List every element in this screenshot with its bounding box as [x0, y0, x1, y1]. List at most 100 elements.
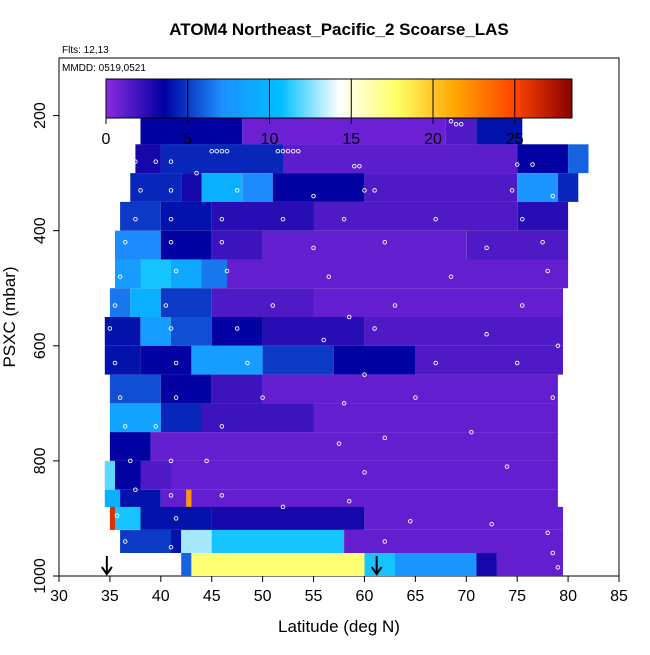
heatmap-cell	[130, 173, 182, 202]
observation-point	[520, 303, 525, 308]
heatmap-cell	[364, 553, 395, 576]
chart-title: ATOM4 Northeast_Pacific_2 Scoarse_LAS	[169, 20, 509, 39]
heatmap-cell	[109, 403, 161, 433]
heatmap-cell	[160, 403, 202, 433]
heatmap-cell	[181, 173, 202, 202]
heatmap-cell	[160, 201, 212, 231]
colorbar-tick-label: 5	[183, 131, 192, 148]
observation-point	[352, 163, 357, 169]
heatmap-cell	[140, 460, 171, 490]
heatmap-cell	[186, 489, 192, 507]
heatmap-cell	[344, 530, 563, 553]
observation-point	[138, 188, 143, 193]
x-tick-label: 40	[152, 588, 170, 605]
heatmap-cell	[171, 530, 182, 553]
observation-point	[280, 148, 286, 154]
heatmap-cell	[135, 144, 161, 174]
x-tick-label: 70	[457, 588, 475, 605]
observation-point	[224, 268, 230, 274]
observation-point	[168, 216, 174, 222]
observation-point	[372, 188, 377, 193]
y-tick-label: 1000	[32, 558, 49, 594]
heatmap-cell	[395, 553, 477, 576]
arrow-head	[370, 566, 383, 576]
observation-point	[520, 216, 525, 222]
observation-point	[290, 148, 296, 154]
observation-point	[413, 395, 418, 400]
heatmap-cell	[109, 432, 151, 461]
heatmap-cell	[517, 144, 569, 174]
observation-point	[448, 119, 454, 124]
x-tick-label: 30	[50, 588, 68, 605]
y-tick-label: 200	[32, 102, 49, 129]
heatmap-cell	[262, 374, 558, 404]
heatmap-cell	[364, 506, 563, 530]
heatmap-cell	[466, 230, 569, 260]
observation-point	[122, 239, 128, 245]
heatmap-cell	[109, 506, 115, 530]
heatmap-cell	[201, 173, 243, 202]
heatmap-cell	[568, 144, 589, 174]
observation-point	[550, 193, 556, 199]
observation-point	[433, 360, 438, 366]
heatmap-cell	[313, 201, 518, 231]
heatmap-cell	[171, 460, 558, 490]
observation-point	[392, 303, 398, 308]
heatmap-cell	[262, 345, 334, 375]
heatmap-cell	[415, 345, 563, 375]
observation-point	[219, 493, 225, 498]
y-tick-label: 400	[32, 217, 49, 244]
observation-point	[321, 337, 326, 343]
heatmap-cell	[201, 259, 227, 289]
x-tick-label: 80	[559, 588, 577, 605]
observation-point	[168, 458, 174, 464]
x-axis-ticks: 30 35 40 45 50 55 60 65 70 75 80 85	[50, 576, 628, 605]
observation-point	[489, 521, 494, 527]
heatmap-cell	[160, 489, 187, 507]
heatmap-cell	[115, 230, 161, 260]
heatmap-cell	[211, 317, 263, 346]
observation-point	[194, 170, 199, 176]
heatmap-cell	[115, 506, 141, 530]
observation-point	[173, 395, 179, 400]
y-tick-label: 600	[32, 332, 49, 359]
heatmap-cell	[171, 259, 202, 289]
heatmap-cell	[227, 259, 569, 289]
observation-point	[484, 245, 489, 251]
observation-point	[362, 470, 367, 475]
observation-point	[280, 504, 286, 510]
observation-point	[346, 314, 352, 320]
heatmap-cell	[262, 317, 365, 346]
observation-point	[168, 544, 174, 550]
observation-point	[168, 493, 174, 498]
observation-point	[469, 429, 474, 435]
observation-point	[114, 513, 120, 518]
heatmap-cell	[211, 374, 263, 404]
heatmap-layer	[104, 104, 589, 576]
heatmap-cell	[364, 317, 563, 346]
observation-point	[285, 148, 291, 154]
heatmap-cell	[109, 288, 131, 317]
observation-point	[168, 326, 174, 331]
observation-point	[122, 424, 128, 429]
heatmap-cell	[160, 230, 212, 260]
observation-point	[209, 148, 214, 154]
observation-point	[433, 216, 438, 222]
heatmap-cell	[140, 259, 171, 289]
observation-point	[168, 239, 174, 245]
x-tick-label: 45	[203, 588, 221, 605]
observation-point	[219, 148, 225, 154]
heatmap-cell	[211, 530, 345, 553]
heatmap-cell	[201, 403, 314, 433]
observation-point	[311, 245, 316, 251]
heatmap-cell	[272, 173, 365, 202]
observation-point	[448, 274, 454, 279]
colorbar-tick-label: 15	[342, 131, 360, 148]
observation-point	[133, 216, 138, 222]
observation-point	[204, 458, 209, 464]
heatmap-cell	[313, 403, 558, 433]
observation-point	[133, 487, 138, 492]
observation-point	[458, 121, 464, 127]
x-tick-label: 85	[610, 588, 628, 605]
observation-point	[163, 303, 169, 308]
